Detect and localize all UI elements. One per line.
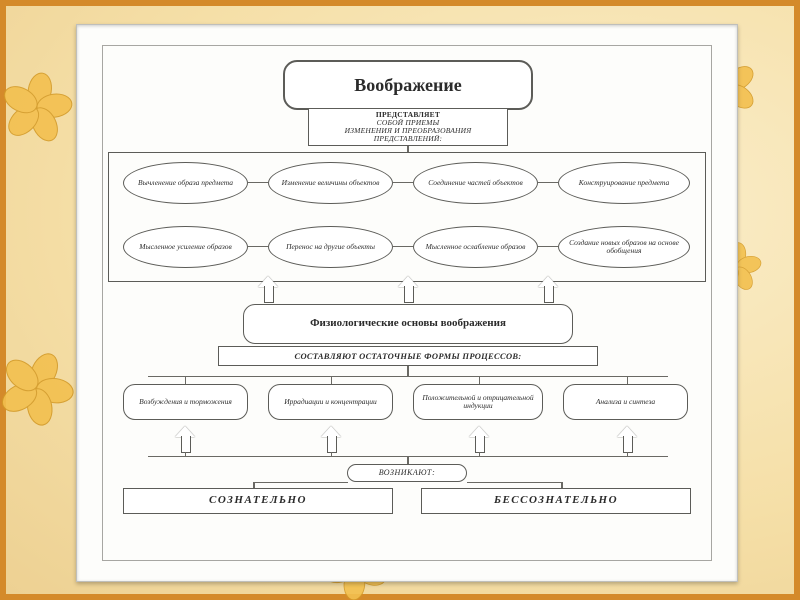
method-ellipse: Вычленение образа предмета <box>123 162 248 204</box>
flower-icon <box>1 71 71 141</box>
method-ellipse: Изменение величины объектов <box>268 162 393 204</box>
process-box: Иррадиации и концентрации <box>268 384 393 420</box>
title-node: Воображение <box>283 60 533 110</box>
diagram-stage: Воображение ПРЕДСТАВЛЯЕТ СОБОЙ ПРИЕМЫ ИЗ… <box>103 46 711 560</box>
slide-outer-border: Воображение ПРЕДСТАВЛЯЕТ СОБОЙ ПРИЕМЫ ИЗ… <box>0 0 800 600</box>
method-ellipse: Создание новых образов на основе обобщен… <box>558 226 690 268</box>
arrow-up-icon <box>540 276 556 302</box>
arrow-up-icon <box>323 426 339 452</box>
method-ellipse: Мысленное усиление образов <box>123 226 248 268</box>
paper-sheet: Воображение ПРЕДСТАВЛЯЕТ СОБОЙ ПРИЕМЫ ИЗ… <box>76 24 738 582</box>
arrow-up-icon <box>260 276 276 302</box>
represents-l4: ПРЕДСТАВЛЕНИЙ: <box>374 135 442 143</box>
flower-icon <box>0 344 78 428</box>
method-ellipse: Конструирование предмета <box>558 162 690 204</box>
arrow-up-icon <box>177 426 193 452</box>
process-box: Анализа и синтеза <box>563 384 688 420</box>
residual-processes-band: СОСТАВЛЯЮТ ОСТАТОЧНЫЕ ФОРМЫ ПРОЦЕССОВ: <box>218 346 598 366</box>
arrow-up-icon <box>471 426 487 452</box>
arrow-up-icon <box>619 426 635 452</box>
process-box: Положительной и отрицательной индукции <box>413 384 543 420</box>
diagram-frame: Воображение ПРЕДСТАВЛЯЕТ СОБОЙ ПРИЕМЫ ИЗ… <box>102 45 712 561</box>
method-ellipse: Соединение частей объектов <box>413 162 538 204</box>
emerge-caption: ВОЗНИКАЮТ: <box>347 464 467 482</box>
arrow-up-icon <box>400 276 416 302</box>
process-box: Возбуждения и торможения <box>123 384 248 420</box>
physio-title: Физиологические основы воображения <box>243 304 573 344</box>
conscious-box: СОЗНАТЕЛЬНО <box>123 488 393 514</box>
represents-label: ПРЕДСТАВЛЯЕТ СОБОЙ ПРИЕМЫ ИЗМЕНЕНИЯ И ПР… <box>308 108 508 146</box>
method-ellipse: Перенос на другие объекты <box>268 226 393 268</box>
method-ellipse: Мысленное ослабление образов <box>413 226 538 268</box>
unconscious-box: БЕССОЗНАТЕЛЬНО <box>421 488 691 514</box>
